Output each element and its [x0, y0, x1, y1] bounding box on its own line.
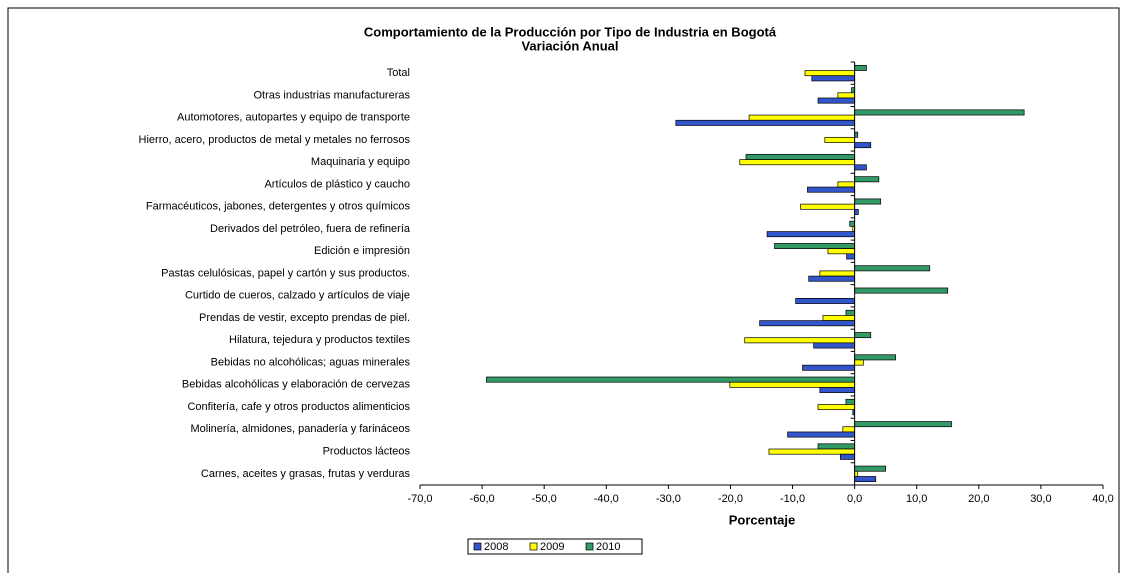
legend-box: [467, 538, 643, 555]
bar: [837, 92, 855, 99]
bar: [854, 421, 952, 428]
bar: [766, 231, 855, 238]
chart-subtitle: Variación Anual: [521, 38, 618, 53]
category-label: Derivados del petróleo, fuera de refiner…: [210, 223, 411, 235]
bar: [675, 119, 855, 126]
x-tick-label: 10,0: [906, 493, 927, 505]
bar: [819, 387, 855, 393]
bar: [807, 186, 855, 193]
bar: [802, 364, 855, 371]
bar: [854, 359, 864, 366]
bar: [486, 376, 855, 383]
bar: [800, 203, 855, 210]
bar: [854, 176, 880, 183]
chart-title: Comportamiento de la Producción por Tipo…: [364, 24, 777, 39]
category-label: Farmacéuticos, jabones, detergentes y ot…: [146, 201, 411, 213]
category-label: Artículos de plástico y caucho: [264, 178, 410, 190]
bar: [845, 309, 855, 316]
bar: [854, 164, 867, 171]
bar: [854, 142, 872, 149]
legend-label: 2008: [484, 541, 508, 553]
legend-label: 2010: [596, 541, 620, 553]
bar: [813, 342, 855, 349]
bar: [804, 70, 855, 77]
category-label: Maquinaria y equipo: [311, 156, 410, 168]
category-label: Productos lácteos: [323, 446, 411, 458]
x-tick-label: 30,0: [1030, 493, 1051, 505]
bar: [759, 320, 855, 327]
category-label: Hilatura, tejedura y productos textiles: [229, 334, 410, 346]
category-label: Hierro, acero, productos de metal y meta…: [139, 134, 411, 146]
category-label: Otras industrias manufactureras: [253, 89, 410, 101]
bar: [854, 476, 877, 483]
category-label: Pastas celulósicas, papel y cartón y sus…: [161, 267, 410, 279]
x-tick-label: -20,0: [718, 493, 743, 505]
bar: [854, 287, 949, 294]
bar: [745, 154, 855, 160]
x-axis-label: Porcentaje: [729, 512, 795, 527]
legend-label: 2009: [540, 541, 564, 553]
x-tick-label: -50,0: [532, 493, 557, 505]
bar: [811, 75, 855, 82]
bar: [854, 208, 859, 215]
category-label: Automotores, autopartes y equipo de tran…: [177, 112, 410, 124]
bar: [795, 298, 855, 304]
bar: [817, 443, 855, 450]
category-label: Bebidas no alcohólicas; aguas minerales: [211, 356, 411, 368]
legend-swatch: [473, 542, 482, 551]
bar: [854, 64, 867, 71]
bar: [774, 243, 855, 249]
bar: [787, 431, 855, 438]
x-tick-label: 20,0: [968, 493, 989, 505]
category-label: Curtido de cueros, calzado y artículos d…: [185, 290, 410, 302]
bar: [817, 97, 855, 104]
bar: [854, 354, 896, 361]
bar: [854, 198, 882, 205]
bar: [849, 220, 855, 227]
bar: [845, 398, 855, 405]
bar: [840, 453, 855, 460]
legend-swatch: [585, 542, 594, 551]
category-label: Carnes, aceites y grasas, frutas y verdu…: [201, 468, 411, 480]
bar: [768, 448, 855, 455]
bar: [854, 332, 872, 339]
bar: [822, 315, 855, 321]
category-label: Confitería, cafe y otros productos alime…: [187, 401, 410, 413]
category-label: Prendas de vestir, excepto prendas de pi…: [199, 312, 410, 324]
frame: [7, 7, 1120, 578]
category-label: Total: [387, 67, 410, 79]
legend-swatch: [529, 542, 538, 551]
bar: [837, 181, 855, 188]
bar: [729, 381, 855, 388]
bar: [854, 465, 887, 472]
bar: [817, 404, 855, 411]
bar: [819, 270, 855, 277]
x-tick-label: -60,0: [470, 493, 495, 505]
x-tick-label: -30,0: [656, 493, 681, 505]
bar: [824, 136, 855, 143]
bar: [739, 159, 855, 166]
bar: [842, 426, 855, 433]
x-tick-label: -10,0: [780, 493, 805, 505]
x-tick-label: 40,0: [1092, 493, 1113, 505]
bar: [744, 337, 855, 344]
bar: [854, 265, 931, 272]
x-tick-label: -70,0: [407, 493, 432, 505]
bar: [808, 275, 855, 282]
bar: [846, 253, 855, 260]
bar: [854, 109, 1025, 116]
x-tick-label: -40,0: [594, 493, 619, 505]
bar: [827, 248, 855, 255]
category-label: Molinería, almidones, panadería y fariná…: [190, 423, 410, 435]
category-label: Bebidas alcohólicas y elaboración de cer…: [182, 379, 411, 391]
x-tick-label: 0,0: [847, 493, 862, 505]
bar: [748, 114, 855, 121]
category-label: Edición e impresión: [314, 245, 410, 257]
